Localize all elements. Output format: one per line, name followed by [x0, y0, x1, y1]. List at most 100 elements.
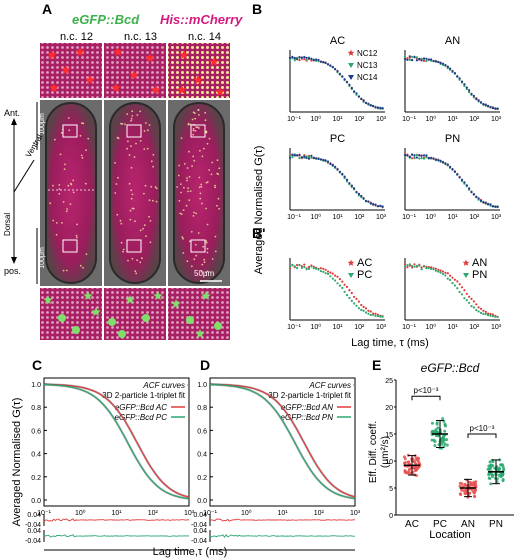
data-point: [489, 314, 492, 317]
tick-label: 10³: [491, 116, 502, 123]
data-point: [475, 303, 478, 306]
data-point: [453, 284, 456, 287]
legend-marker: [348, 63, 354, 68]
data-point: [369, 104, 372, 107]
data-point: [331, 272, 334, 275]
nuclei-markers-bottom: [43, 291, 222, 338]
e-data-point: [491, 460, 495, 464]
data-point: [408, 155, 411, 158]
nucleus-dot: [188, 240, 191, 243]
data-point: [303, 265, 306, 269]
data-point: [334, 68, 337, 71]
data-point: [406, 58, 409, 61]
e-data-point: [472, 490, 476, 494]
nucleus-dot: [58, 192, 61, 195]
data-point: [300, 266, 303, 269]
data-point: [322, 158, 325, 162]
data-point: [427, 266, 430, 270]
data-point: [305, 156, 308, 160]
e-data-point: [430, 421, 434, 425]
panel-e-plot: 0 5 10 15 20 25 AC PC AN PN p<10⁻³ p<10⁻³: [385, 378, 514, 530]
data-point: [376, 205, 379, 208]
data-point: [319, 270, 322, 273]
data-point: [312, 267, 315, 270]
nucleus-circle-marker: [58, 314, 66, 322]
data-point: [487, 312, 490, 315]
nucleus-dot: [143, 148, 146, 151]
nucleus-dot: [141, 257, 143, 260]
nucleus-dot: [205, 240, 208, 243]
nucleus-dot: [126, 147, 128, 150]
data-point: [324, 272, 327, 275]
data-point: [458, 176, 461, 179]
x-tick-label: 10⁻¹: [37, 510, 51, 517]
nucleus-star-marker: [75, 47, 85, 56]
tick-label: 10¹: [332, 116, 343, 123]
e-data-point: [491, 475, 494, 478]
res-tick-top: 0.04: [193, 528, 207, 535]
nucleus-star-marker: [153, 291, 163, 300]
nucleus-star-marker: [195, 329, 205, 338]
data-point: [372, 203, 375, 206]
data-point: [326, 160, 330, 163]
legend-marker: [462, 259, 470, 266]
data-point: [355, 191, 358, 194]
data-point: [479, 307, 483, 310]
nucleus-dot: [76, 223, 78, 226]
data-point: [403, 265, 407, 268]
data-point: [460, 80, 464, 83]
nucleus-dot: [155, 200, 158, 203]
nucleus-dot: [216, 204, 218, 207]
data-point: [420, 59, 423, 62]
data-point: [362, 197, 365, 200]
nucleus-dot: [139, 261, 142, 264]
nucleus-dot: [146, 147, 149, 150]
tick-label: 10¹: [447, 116, 458, 123]
nucleus-star-marker: [129, 70, 139, 79]
embryo-nuclei: [49, 109, 221, 275]
roi-anterior-nc12: [62, 124, 78, 138]
legend-series-2: eGFP::Bcd PN: [281, 413, 334, 422]
data-point: [362, 99, 365, 102]
e-data-point: [434, 428, 438, 432]
nucleus-dot: [122, 250, 124, 253]
tick-label: 10³: [491, 324, 502, 331]
data-point: [343, 290, 346, 293]
y-tick-label: 0.2: [197, 475, 207, 482]
nucleus-dot: [214, 250, 217, 253]
data-point: [336, 70, 339, 73]
data-point: [496, 205, 499, 209]
nucleus-dot: [79, 134, 82, 137]
nucleus-dot: [75, 234, 78, 237]
nucleus-dot: [151, 199, 154, 202]
nucleus-dot: [185, 204, 188, 207]
e-data-point: [433, 444, 437, 448]
data-point: [369, 313, 372, 317]
data-point: [472, 300, 475, 303]
data-point: [420, 157, 423, 160]
e-data-point: [488, 460, 492, 464]
nucleus-dot: [152, 165, 155, 168]
nucleus-dot: [63, 168, 66, 171]
nucleus-dot: [148, 124, 151, 126]
data-point: [403, 55, 407, 59]
e-data-point: [460, 482, 464, 486]
x-tick-label: 10³: [184, 510, 195, 517]
data-point: [326, 63, 330, 66]
data-point: [310, 265, 313, 268]
data-point: [418, 154, 421, 157]
data-point: [312, 156, 315, 160]
tick-label: 10²: [469, 324, 480, 331]
data-point: [343, 283, 346, 286]
data-point: [326, 272, 330, 275]
pval-an-pn-bracket: [467, 433, 497, 438]
nucleus-dot: [114, 192, 117, 194]
data-point: [341, 280, 344, 283]
nucleus-dot: [199, 192, 202, 195]
data-point: [353, 295, 356, 298]
nucleus-dot: [120, 241, 123, 244]
panel-b-xlabel: Lag time, τ (ms): [351, 337, 429, 349]
acf-curve: [44, 383, 190, 500]
